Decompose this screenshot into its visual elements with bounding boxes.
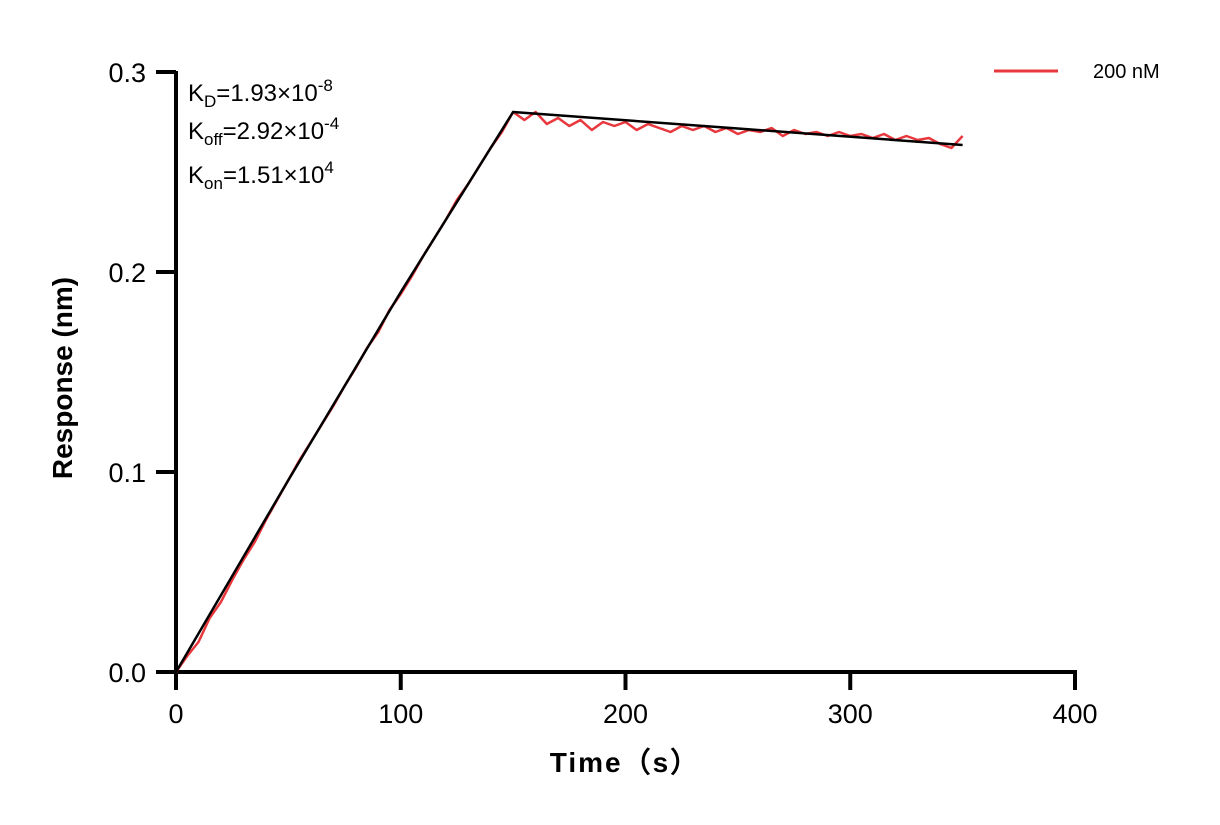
legend-label: 200 nM [1093,61,1160,83]
legend: 200 nM [994,61,1160,83]
y-axis-title: Response (nm) [47,277,78,479]
axes: 0 100 200 300 400 0.0 0.1 0.2 0.3 [108,58,1097,729]
y-tick-label: 0.2 [108,258,146,288]
x-tick-label: 200 [603,699,648,729]
series-line-200nm [174,110,964,673]
kon-annotation: Kon=1.51×104 [188,158,334,193]
series-layer [174,110,964,673]
kd-annotation: KD=1.93×10-8 [188,76,333,111]
x-axis-title: Time（s） [550,746,700,778]
annotation-block: KD=1.93×10-8 Koff=2.92×10-4 Kon=1.51×104 [188,76,339,193]
y-tick-label: 0.3 [108,58,146,88]
fit-line [174,110,963,673]
y-tick-label: 0.1 [108,458,146,488]
koff-annotation: Koff=2.92×10-4 [188,114,339,149]
x-tick-label: 100 [378,699,423,729]
y-tick-label: 0.0 [108,658,146,688]
x-tick-label: 400 [1052,699,1097,729]
x-tick-label: 300 [828,699,873,729]
x-tick-label: 0 [168,699,183,729]
